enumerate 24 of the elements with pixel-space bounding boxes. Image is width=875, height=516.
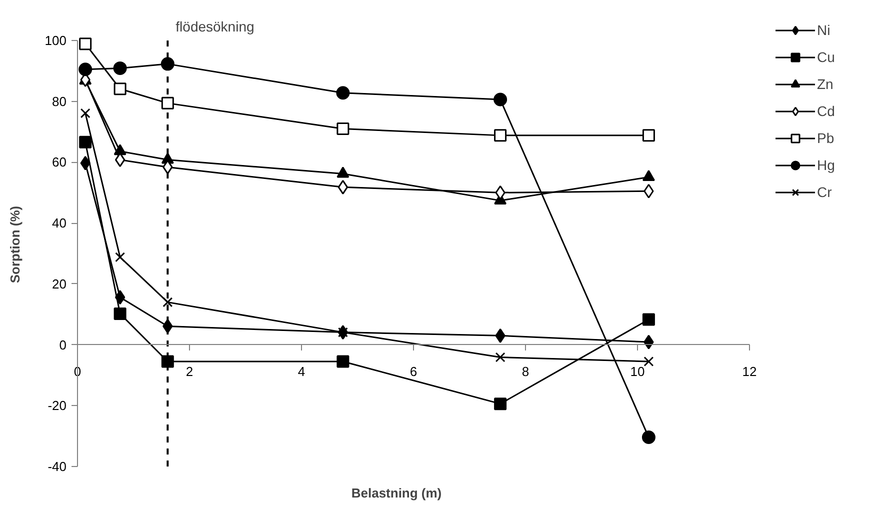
legend-label: Ni — [817, 22, 832, 38]
x-tick-label: 2 — [186, 364, 194, 379]
y-tick-label: -20 — [48, 398, 67, 414]
y-axis-title: Sorption (%) — [8, 206, 22, 284]
y-tick-label: -40 — [48, 459, 67, 474]
x-tick-label: 12 — [742, 364, 757, 379]
legend-label: Cd — [817, 103, 836, 119]
y-tick-label: 40 — [52, 216, 67, 231]
legend-label: Zn — [817, 76, 834, 92]
x-tick-label: 8 — [522, 364, 530, 379]
x-tick-label: 10 — [630, 364, 645, 379]
x-tick-label: 6 — [410, 364, 418, 379]
legend-label: Cr — [817, 184, 833, 200]
legend-label: Pb — [817, 130, 836, 146]
x-tick-label: 4 — [298, 364, 306, 379]
y-tick-label: 100 — [44, 33, 67, 48]
ref-line-label: flödesökning — [176, 18, 254, 34]
y-tick-label: 60 — [52, 154, 67, 170]
legend-label: Hg — [817, 157, 836, 173]
legend-label: Cu — [817, 49, 836, 65]
x-axis-title: Belastning (m) — [351, 486, 442, 500]
y-tick-label: 20 — [52, 276, 67, 292]
y-tick-label: 80 — [52, 94, 67, 109]
y-tick-label: 0 — [59, 337, 67, 352]
